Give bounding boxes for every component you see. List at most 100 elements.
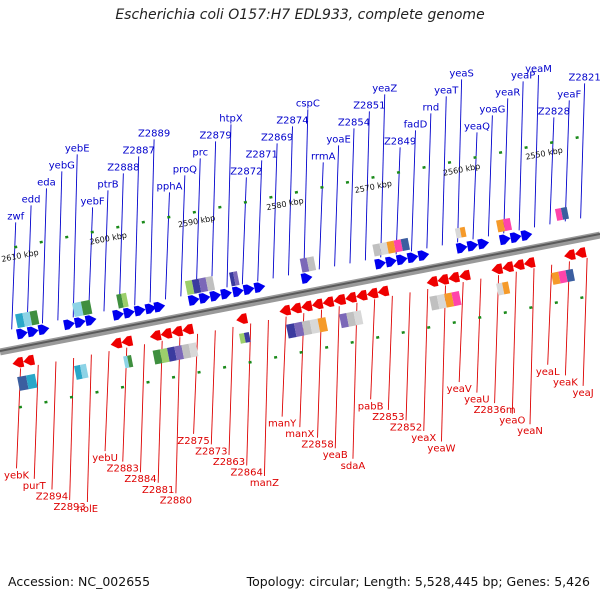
reverse-gene-arrow <box>301 300 313 312</box>
reverse-gene-arrow <box>12 356 25 368</box>
feature-block <box>502 281 511 295</box>
feature-block <box>496 282 505 296</box>
gene-label-yeaf: yeaF <box>557 89 581 100</box>
forward-gene-arrow <box>73 317 86 329</box>
outer-guide-dash <box>65 235 69 239</box>
leader-line <box>494 275 500 404</box>
feature-block <box>229 271 236 287</box>
gene-label-yeal: yeaL <box>536 367 560 378</box>
feature-block <box>551 271 561 285</box>
forward-gene-arrow <box>455 242 468 254</box>
forward-gene-arrow <box>26 326 39 338</box>
feature-block <box>72 301 84 318</box>
feature-block <box>301 320 313 336</box>
outer-guide-dash <box>371 175 375 179</box>
inner-guide-dash <box>248 360 252 364</box>
leader-line <box>503 98 509 234</box>
feature-block <box>386 240 396 254</box>
leader-line <box>511 271 517 414</box>
leader-line <box>175 337 181 494</box>
leader-line <box>303 109 309 273</box>
tick-label: 2600 kbp <box>89 231 128 247</box>
gene-label-z2880: Z2880 <box>160 495 192 506</box>
gene-label-eda: eda <box>37 177 56 188</box>
feature-block <box>191 278 202 294</box>
outer-guide-dash <box>192 210 197 214</box>
reverse-gene-arrow <box>311 298 324 310</box>
leader-line <box>134 156 140 306</box>
tick-label: 2570 kbp <box>354 179 393 195</box>
leader-line <box>334 145 340 267</box>
gene-label-purt: purT <box>23 481 47 492</box>
gene-label-yoag: yoaG <box>479 104 505 115</box>
inner-guide-dash <box>452 320 456 325</box>
outer-guide-dash <box>345 180 350 184</box>
outer-guide-dash <box>447 160 452 164</box>
feature-block <box>232 271 240 286</box>
inner-guide-dash <box>324 345 329 349</box>
feature-block <box>554 208 564 221</box>
gene-label-z2871: Z2871 <box>246 149 278 160</box>
reverse-gene-arrow <box>574 247 587 258</box>
leader-line <box>104 351 110 452</box>
gene-label-yeaq: yeaQ <box>464 121 490 132</box>
reverse-gene-arrow <box>171 325 184 337</box>
forward-gene-arrow <box>300 273 313 284</box>
feature-block <box>293 321 305 337</box>
forward-gene-arrow <box>242 284 255 296</box>
gene-label-z2864: Z2864 <box>231 467 263 478</box>
leader-line <box>352 302 358 459</box>
leader-line <box>423 288 429 431</box>
feature-block <box>558 270 568 284</box>
forward-gene-arrow <box>84 315 97 326</box>
feature-block <box>181 343 192 359</box>
leader-line <box>157 340 163 483</box>
gene-label-manz: manZ <box>250 478 279 489</box>
leader-line <box>180 175 186 297</box>
feature-block <box>565 268 575 283</box>
reverse-gene-arrow <box>345 291 357 303</box>
gene-label-edd: edd <box>22 194 41 205</box>
gene-label-yeat: yeaT <box>434 85 459 96</box>
gene-label-fadd: fadD <box>404 119 428 130</box>
forward-gene-arrow <box>477 238 490 250</box>
inner-guide-dash <box>197 370 201 374</box>
inner-guide-dash <box>95 390 99 394</box>
leader-line <box>457 79 463 243</box>
forward-gene-arrow <box>144 303 157 315</box>
leader-line <box>487 115 493 237</box>
reverse-gene-arrow <box>290 302 303 314</box>
feature-block <box>205 275 216 292</box>
feature-block <box>184 279 195 296</box>
leader-line <box>387 295 393 410</box>
leader-line <box>370 299 376 400</box>
gene-label-zwf: zwf <box>7 211 24 222</box>
inner-guide-dash <box>273 355 278 359</box>
gene-label-yeas: yeaS <box>449 68 474 79</box>
feature-block <box>80 299 93 316</box>
accession-text: Accession: NC_002655 <box>8 574 151 589</box>
gene-label-z2884: Z2884 <box>124 474 156 485</box>
reverse-gene-arrow <box>366 287 379 299</box>
genome-info-text: Topology: circular; Length: 5,528,445 bp… <box>246 574 590 589</box>
outer-guide-dash <box>116 225 120 229</box>
forward-gene-arrow <box>122 307 135 319</box>
gene-label-hole: holE <box>77 504 99 515</box>
reverse-gene-arrow <box>334 294 347 305</box>
gene-label-z2821: Z2821 <box>568 72 600 83</box>
feature-block <box>346 311 357 327</box>
tick-label: 2550 kbp <box>525 146 564 162</box>
leader-line <box>364 111 370 261</box>
feature-block <box>166 346 177 362</box>
gene-label-yeau: yeaU <box>464 395 490 406</box>
feature-block <box>451 291 462 307</box>
feature-block <box>127 354 134 368</box>
forward-gene-arrow <box>198 293 211 304</box>
forward-gene-arrow <box>37 324 50 336</box>
inner-guide-dash <box>120 385 125 389</box>
gene-label-prc: prc <box>192 147 208 158</box>
backbone-shadow <box>0 233 600 352</box>
tick-label: 2610 kbp <box>1 248 40 264</box>
feature-block <box>353 310 364 326</box>
